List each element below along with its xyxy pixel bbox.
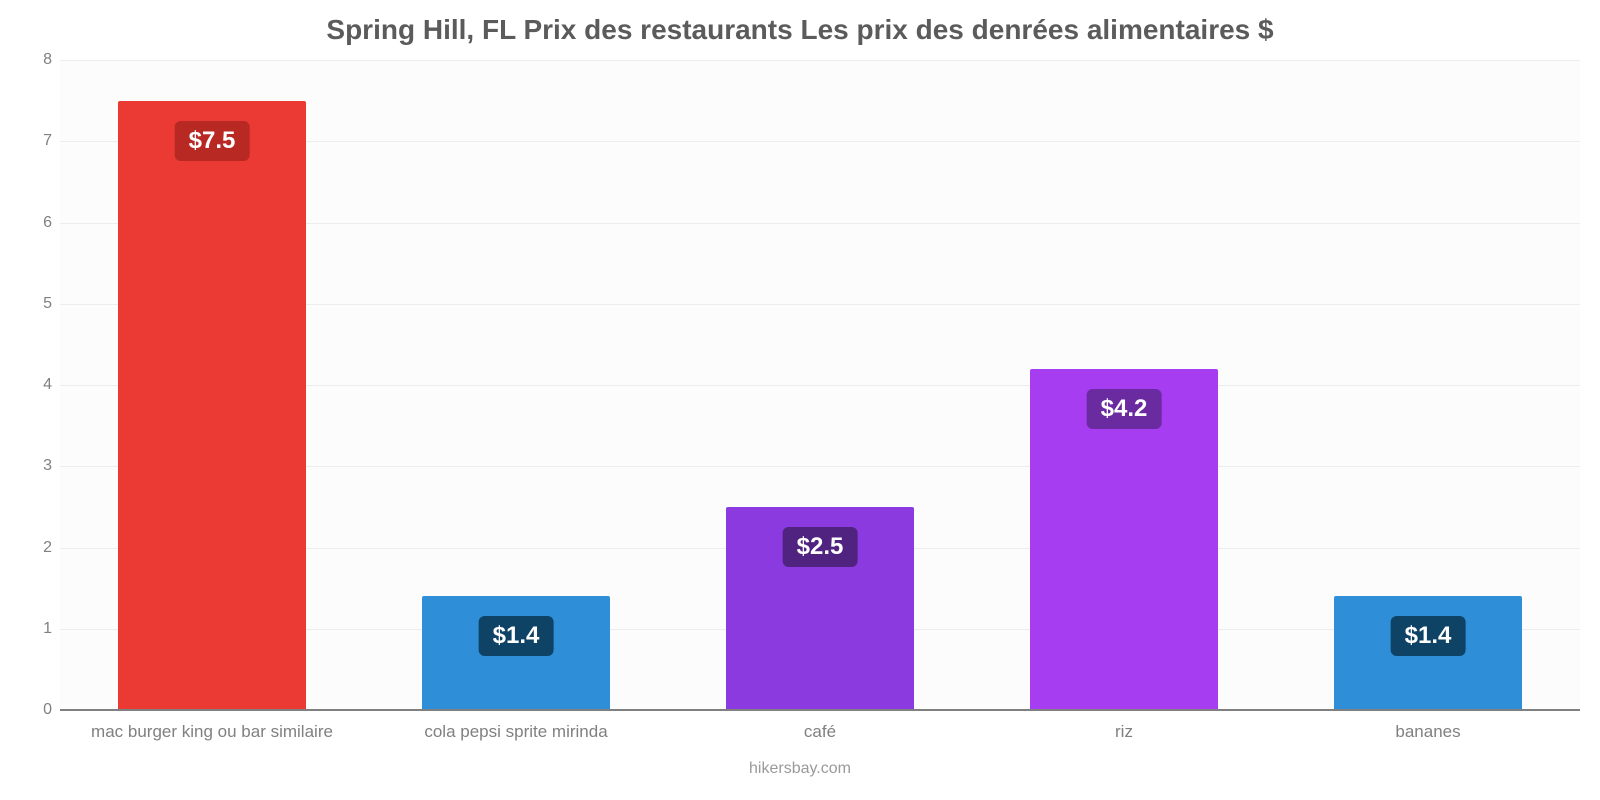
bar: $2.5 [726,507,914,710]
y-tick-label: 5 [43,295,52,313]
x-tick-label: riz [1115,722,1133,742]
bars-layer: $7.5 $1.4 $2.5 $4.2 $1.4 [60,60,1580,710]
x-tick-label: cola pepsi sprite mirinda [424,722,607,742]
y-tick-label: 8 [43,51,52,69]
chart-container: Spring Hill, FL Prix des restaurants Les… [0,0,1600,800]
x-tick-label: café [804,722,836,742]
y-tick-label: 4 [43,376,52,394]
footer-text: hikersbay.com [749,760,851,777]
bar: $4.2 [1030,369,1218,710]
x-tick-label: bananes [1395,722,1460,742]
y-tick-label: 3 [43,457,52,475]
value-badge: $1.4 [1391,616,1466,656]
x-tick-label: mac burger king ou bar similaire [91,722,333,742]
y-axis: 012345678 [0,60,60,710]
y-tick-label: 1 [43,620,52,638]
x-axis-labels: mac burger king ou bar similaire cola pep… [60,722,1580,762]
bar: $1.4 [1334,596,1522,710]
value-badge: $7.5 [175,121,250,161]
value-badge: $4.2 [1087,389,1162,429]
y-tick-label: 2 [43,539,52,557]
bar: $1.4 [422,596,610,710]
y-tick-label: 7 [43,132,52,150]
plot-area: $7.5 $1.4 $2.5 $4.2 $1.4 [60,60,1580,710]
bar: $7.5 [118,101,306,710]
value-badge: $1.4 [479,616,554,656]
value-badge: $2.5 [783,527,858,567]
chart-title: Spring Hill, FL Prix des restaurants Les… [0,0,1600,46]
y-tick-label: 6 [43,214,52,232]
y-tick-label: 0 [43,701,52,719]
x-axis-line [60,709,1580,711]
chart-footer: hikersbay.com [0,760,1600,778]
